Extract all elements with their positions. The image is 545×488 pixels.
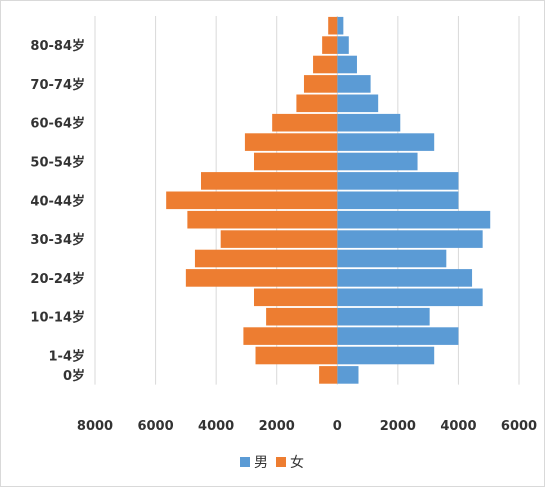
bar-male	[337, 75, 371, 93]
bar-male	[337, 172, 459, 190]
bar-female	[322, 36, 338, 54]
bar-female	[244, 133, 338, 151]
bar-female	[328, 16, 338, 35]
legend: 男女	[240, 454, 304, 471]
legend-label: 男	[254, 455, 268, 471]
y-tick-label: 40-44岁	[30, 193, 85, 209]
bar-male	[337, 346, 435, 365]
bar-male	[337, 94, 379, 113]
bar-male	[337, 269, 473, 287]
bar-male	[337, 152, 418, 171]
bar-female	[220, 230, 338, 248]
x-tick-label: 6000	[501, 419, 537, 434]
y-tick-label: 0岁	[63, 368, 85, 384]
x-tick-label: 2000	[380, 419, 416, 434]
bar-male	[337, 366, 359, 384]
bar-female	[319, 366, 338, 384]
bar-male	[337, 36, 349, 54]
y-axis-tick-labels: 0岁 1-4岁 10-14岁 20-24岁 30-34岁 40-44岁 50-54岁 60-6…	[30, 38, 85, 384]
bar-female	[254, 152, 338, 171]
x-tick-label: 8000	[77, 419, 113, 434]
y-tick-label: 60-64岁	[30, 116, 85, 132]
bar-female	[185, 269, 338, 287]
x-tick-label: 4000	[198, 419, 234, 434]
bar-female	[194, 249, 338, 268]
bar-female	[255, 346, 338, 365]
bar-female	[254, 288, 338, 307]
y-tick-label: 30-34岁	[30, 232, 85, 248]
bar-male	[337, 210, 491, 229]
bar-female	[187, 210, 338, 229]
y-tick-label: 70-74岁	[30, 77, 85, 93]
x-tick-label: 0	[333, 419, 342, 434]
bar-male	[337, 133, 435, 151]
bars	[166, 16, 491, 384]
bar-female	[243, 327, 338, 345]
bar-female	[296, 94, 338, 113]
y-tick-label: 10-14岁	[30, 310, 85, 326]
legend-label: 女	[290, 454, 304, 471]
bar-male	[337, 230, 483, 248]
bar-male	[337, 113, 401, 132]
bar-female	[166, 191, 338, 210]
y-tick-label: 50-54岁	[30, 155, 85, 171]
bar-male	[337, 327, 459, 345]
bar-male	[337, 55, 357, 74]
legend-swatch	[276, 457, 286, 467]
bar-male	[337, 191, 459, 210]
bar-female	[313, 55, 338, 74]
bar-female	[303, 75, 338, 93]
bar-female	[272, 113, 338, 132]
y-tick-label: 1-4岁	[49, 349, 86, 365]
bar-male	[337, 16, 344, 35]
x-axis-tick-labels: 8000 6000 4000 2000 0 2000 4000 6000	[77, 419, 537, 434]
x-tick-label: 4000	[440, 419, 476, 434]
x-tick-label: 6000	[137, 419, 173, 434]
y-tick-label: 80-84岁	[30, 38, 85, 54]
bar-male	[337, 307, 430, 326]
bar-female	[201, 172, 338, 190]
bar-male	[337, 249, 447, 268]
bar-female	[266, 307, 338, 326]
bar-male	[337, 288, 483, 307]
legend-swatch	[240, 457, 250, 467]
x-tick-label: 2000	[259, 419, 295, 434]
y-tick-label: 20-24岁	[30, 271, 85, 287]
